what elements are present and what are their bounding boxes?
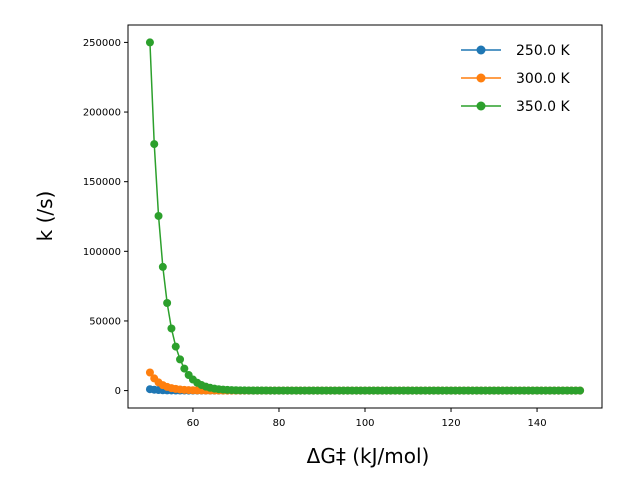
legend-item: 350.0 K (461, 99, 571, 115)
data-point (158, 262, 167, 271)
legend-marker (476, 101, 486, 111)
series-2 (145, 38, 585, 395)
x-tick-label: 100 (355, 418, 374, 429)
x-axis-title: ΔG‡ (kJ/mol) (307, 444, 430, 468)
legend-label: 250.0 K (516, 43, 571, 59)
data-point (576, 386, 585, 395)
data-point (171, 342, 180, 351)
data-point (145, 38, 154, 47)
y-axis: 0 50000 100000 150000 200000 250000 (83, 38, 128, 397)
data-point (163, 298, 172, 307)
x-tick-label: 140 (528, 418, 547, 429)
y-tick-label: 200000 (83, 108, 121, 119)
y-tick-label: 100000 (83, 247, 121, 258)
series-layer (145, 38, 585, 395)
data-point (180, 364, 189, 373)
legend: 250.0 K 300.0 K 350.0 K (461, 43, 571, 115)
legend-label: 350.0 K (516, 99, 571, 115)
x-tick-label: 60 (187, 418, 200, 429)
y-axis-title: k (/s) (33, 191, 57, 242)
y-tick-label: 250000 (83, 38, 121, 49)
x-axis: 60 80 100 120 140 (187, 408, 547, 429)
data-point (154, 211, 163, 220)
legend-label: 300.0 K (516, 71, 571, 87)
legend-marker (476, 73, 486, 83)
legend-item: 300.0 K (461, 71, 571, 87)
y-tick-label: 0 (115, 386, 121, 397)
legend-item: 250.0 K (461, 43, 571, 59)
data-point (176, 355, 185, 364)
legend-marker (476, 45, 486, 55)
y-tick-label: 150000 (83, 177, 121, 188)
data-point (167, 324, 176, 333)
y-tick-label: 50000 (89, 316, 121, 327)
x-tick-label: 120 (441, 418, 460, 429)
data-point (150, 140, 159, 149)
data-point (145, 368, 154, 377)
x-tick-label: 80 (273, 418, 286, 429)
series-line (149, 42, 581, 392)
